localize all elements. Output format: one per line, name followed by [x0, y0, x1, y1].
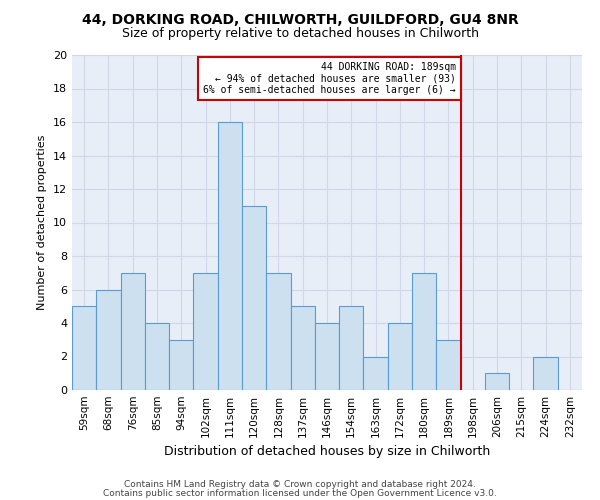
Bar — [290, 306, 315, 390]
Text: Contains public sector information licensed under the Open Government Licence v3: Contains public sector information licen… — [103, 489, 497, 498]
Bar — [242, 206, 266, 390]
Bar — [96, 290, 121, 390]
Bar — [72, 306, 96, 390]
Text: Contains HM Land Registry data © Crown copyright and database right 2024.: Contains HM Land Registry data © Crown c… — [124, 480, 476, 489]
Bar — [315, 323, 339, 390]
X-axis label: Distribution of detached houses by size in Chilworth: Distribution of detached houses by size … — [164, 446, 490, 458]
Bar — [218, 122, 242, 390]
Bar — [121, 273, 145, 390]
Bar — [436, 340, 461, 390]
Bar — [533, 356, 558, 390]
Text: 44 DORKING ROAD: 189sqm
← 94% of detached houses are smaller (93)
6% of semi-det: 44 DORKING ROAD: 189sqm ← 94% of detache… — [203, 62, 456, 95]
Bar — [339, 306, 364, 390]
Bar — [485, 373, 509, 390]
Y-axis label: Number of detached properties: Number of detached properties — [37, 135, 47, 310]
Bar — [364, 356, 388, 390]
Bar — [145, 323, 169, 390]
Text: Size of property relative to detached houses in Chilworth: Size of property relative to detached ho… — [121, 28, 479, 40]
Bar — [193, 273, 218, 390]
Bar — [169, 340, 193, 390]
Text: 44, DORKING ROAD, CHILWORTH, GUILDFORD, GU4 8NR: 44, DORKING ROAD, CHILWORTH, GUILDFORD, … — [82, 12, 518, 26]
Bar — [412, 273, 436, 390]
Bar — [266, 273, 290, 390]
Bar — [388, 323, 412, 390]
